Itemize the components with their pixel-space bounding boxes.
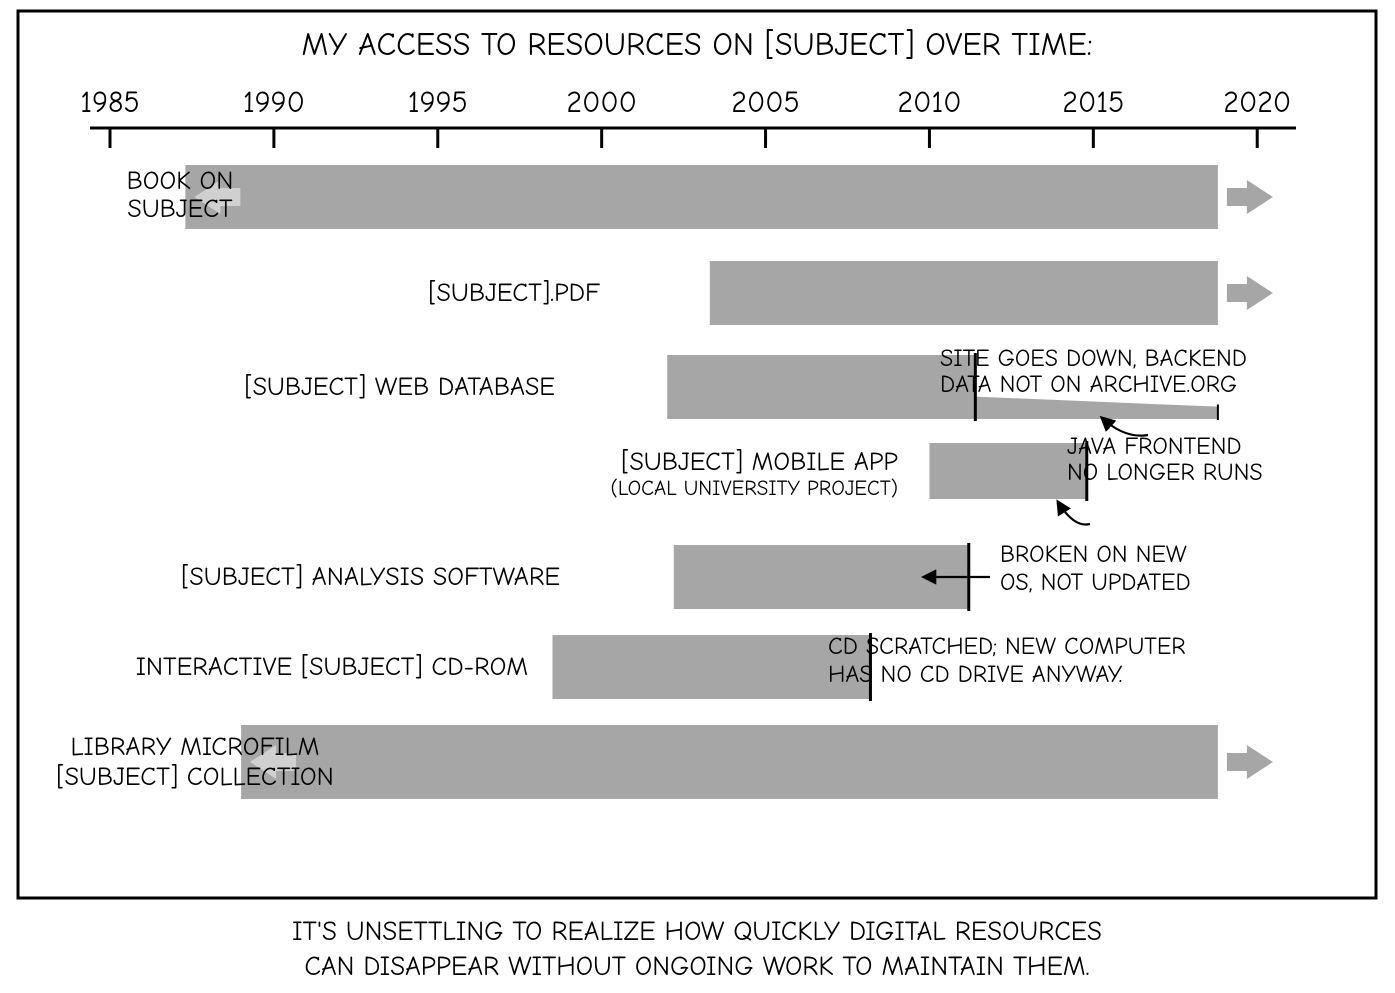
axis-label: 1985 [80, 85, 140, 120]
bar-book [185, 165, 1218, 229]
annotation-analysis: BROKEN ON NEW [1000, 540, 1187, 568]
axis-label: 1995 [408, 85, 468, 120]
continuation-arrow-right-icon [1227, 745, 1273, 779]
annotation-cdrom: HAS NO CD DRIVE ANYWAY. [828, 660, 1123, 688]
annotation-cdrom: CD SCRATCHED; NEW COMPUTER [828, 632, 1186, 660]
axis-label: 2010 [897, 85, 961, 120]
bar-cdrom [553, 635, 871, 699]
axis-label: 2005 [731, 85, 800, 120]
bar-microfilm [241, 725, 1218, 799]
row-label-analysis: [SUBJECT] ANALYSIS SOFTWARE [181, 562, 560, 592]
row-label-book: SUBJECT [127, 194, 233, 224]
row-label-mobileapp: [SUBJECT] MOBILE APP [621, 447, 898, 477]
bar-webdb-taper [975, 397, 1218, 419]
annotation-webdb: SITE GOES DOWN, BACKEND [940, 344, 1247, 372]
comic-stage: MY ACCESS TO RESOURCES ON [SUBJECT] OVER… [0, 0, 1395, 993]
bar-pdf [710, 261, 1218, 325]
chart-title: MY ACCESS TO RESOURCES ON [SUBJECT] OVER… [301, 26, 1092, 63]
axis-label: 2020 [1223, 85, 1291, 120]
row-label-pdf: [SUBJECT].PDF [428, 278, 600, 308]
annotation-arrow-mobileapp [1058, 502, 1090, 525]
annotation-mobileapp: NO LONGER RUNS [1067, 458, 1263, 486]
caption: CAN DISAPPEAR WITHOUT ONGOING WORK TO MA… [304, 951, 1089, 982]
axis-label: 1990 [243, 85, 305, 120]
axis-label: 2015 [1062, 85, 1124, 120]
continuation-arrow-right-icon [1227, 180, 1273, 214]
row-label-webdb: [SUBJECT] WEB DATABASE [244, 372, 555, 402]
axis-label: 2000 [566, 85, 637, 120]
annotation-analysis: OS, NOT UPDATED [1000, 568, 1191, 596]
row-label-cdrom: INTERACTIVE [SUBJECT] CD-ROM [136, 652, 528, 682]
continuation-arrow-right-icon [1227, 276, 1273, 310]
comic-svg: MY ACCESS TO RESOURCES ON [SUBJECT] OVER… [0, 0, 1395, 993]
caption: IT'S UNSETTLING TO REALIZE HOW QUICKLY D… [292, 916, 1102, 947]
annotation-mobileapp: JAVA FRONTEND [1067, 432, 1241, 460]
row-label-microfilm: [SUBJECT] COLLECTION [56, 762, 333, 792]
row-label-microfilm: LIBRARY MICROFILM [71, 732, 320, 762]
row-label-book: BOOK ON [127, 166, 234, 196]
row-label-mobileapp: (LOCAL UNIVERSITY PROJECT) [611, 477, 898, 501]
bar-webdb [667, 355, 975, 419]
annotation-webdb: DATA NOT ON ARCHIVE.ORG [940, 370, 1237, 398]
bar-mobileapp [929, 443, 1086, 499]
